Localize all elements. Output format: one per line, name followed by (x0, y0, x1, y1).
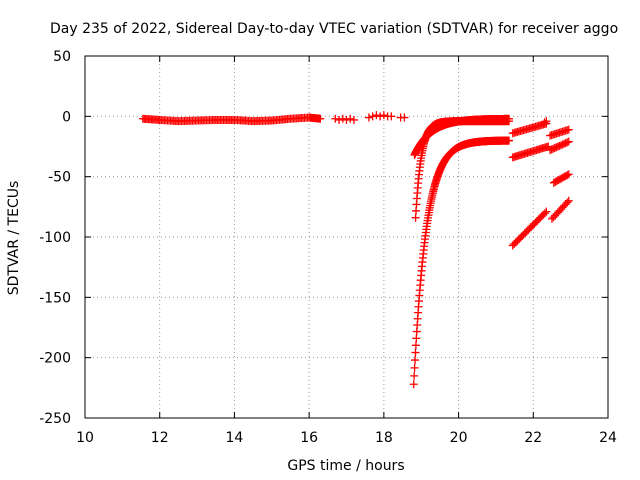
data-point (564, 137, 573, 146)
data-point (368, 112, 377, 121)
data-point (400, 113, 409, 122)
data-point (540, 118, 549, 127)
data-point (411, 341, 420, 350)
data-point (411, 213, 420, 222)
data-point (563, 138, 572, 147)
data-point (412, 334, 421, 343)
data-point (346, 114, 355, 123)
data-point (540, 209, 549, 218)
data-point (564, 125, 573, 134)
data-point (563, 198, 572, 207)
axis-ticks: 10 12 14 16 18 20 22 24 50 0 -50 -100 -150 -200 -250 (39, 49, 617, 446)
data-point (338, 114, 347, 123)
y-axis-label: SDTVAR / TECUs (6, 181, 22, 296)
y-tick-label: -100 (39, 230, 71, 246)
x-tick-label: 20 (450, 430, 468, 446)
x-axis-label: GPS time / hours (287, 458, 404, 474)
data-point (409, 380, 418, 389)
data-point (410, 371, 419, 380)
x-tick-label: 12 (151, 430, 169, 446)
data-point (364, 113, 373, 122)
data-point (342, 115, 351, 124)
data-point (542, 117, 551, 126)
data-point (372, 111, 381, 120)
x-tick-label: 18 (375, 430, 393, 446)
data-point (505, 117, 514, 126)
data-point (542, 207, 551, 216)
x-tick-label: 16 (300, 430, 318, 446)
data-point (387, 112, 396, 121)
x-tick-label: 14 (226, 430, 244, 446)
data-point (349, 115, 358, 124)
data-point (376, 112, 385, 121)
data-point (563, 171, 572, 180)
y-tick-label: -250 (39, 411, 71, 427)
data-point (316, 114, 325, 123)
data-point (564, 170, 573, 179)
data-point (410, 363, 419, 372)
data-points (138, 111, 573, 389)
x-tick-label: 24 (599, 430, 617, 446)
y-tick-label: -150 (39, 290, 71, 306)
data-point (331, 114, 340, 123)
chart-title: Day 235 of 2022, Sidereal Day-to-day VTE… (50, 21, 618, 37)
data-point (505, 136, 514, 145)
data-point (564, 196, 573, 205)
data-point (335, 115, 344, 124)
y-tick-label: 50 (53, 49, 71, 65)
grid (85, 56, 608, 418)
y-tick-label: -200 (39, 351, 71, 367)
data-point (411, 348, 420, 357)
y-tick-label: 0 (62, 109, 71, 125)
x-tick-label: 10 (76, 430, 94, 446)
y-tick-label: -50 (48, 170, 71, 186)
data-point (379, 111, 388, 120)
x-tick-label: 22 (524, 430, 542, 446)
data-point (411, 356, 420, 365)
